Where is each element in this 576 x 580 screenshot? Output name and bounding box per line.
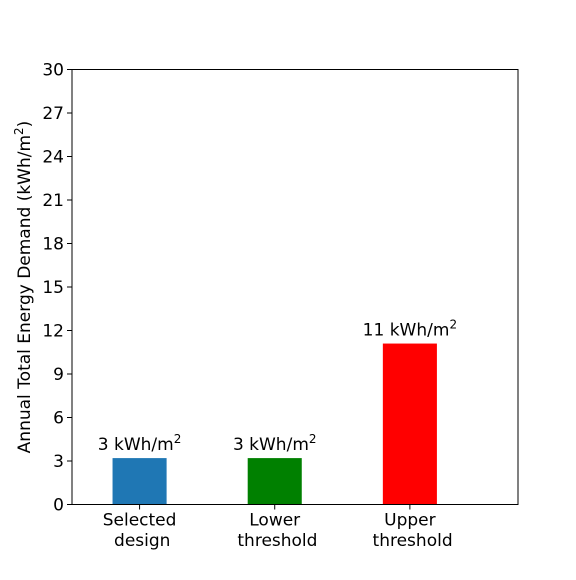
y-tick-label: 15 xyxy=(42,278,64,298)
bar-0 xyxy=(112,458,167,505)
data-labels: 3 kWh/m2 3 kWh/m2 11 kWh/m2 xyxy=(98,318,457,456)
y-axis: 0 3 6 9 12 15 18 21 24 27 30 xyxy=(42,61,72,516)
y-tick-label: 12 xyxy=(42,322,64,342)
y-tick-label: 27 xyxy=(42,104,64,124)
y-tick-label: 0 xyxy=(53,496,64,516)
x-tick-label: Upper threshold xyxy=(367,511,452,551)
bar-1 xyxy=(247,458,302,505)
data-label-1: 3 kWh/m2 xyxy=(233,432,317,455)
x-tick-label: Selected design xyxy=(103,511,177,551)
y-axis-title: Annual Total Energy Demand (kWh/m2) xyxy=(12,121,35,454)
y-tick-label: 18 xyxy=(42,235,64,255)
y-tick-label: 21 xyxy=(42,191,64,211)
bar-2 xyxy=(382,343,437,505)
y-tick-label: 30 xyxy=(42,61,64,81)
y-tick-label: 3 xyxy=(53,452,64,472)
y-tick-label: 6 xyxy=(53,409,64,429)
bars-layer xyxy=(112,343,437,505)
y-tick-label: 9 xyxy=(53,365,64,385)
x-axis: Selected design Lower threshold Upper thre… xyxy=(103,504,453,551)
data-label-0: 3 kWh/m2 xyxy=(98,432,182,455)
y-tick-label: 24 xyxy=(42,148,64,168)
data-label-2: 11 kWh/m2 xyxy=(363,318,457,341)
x-tick-label: Lower threshold xyxy=(232,511,317,551)
